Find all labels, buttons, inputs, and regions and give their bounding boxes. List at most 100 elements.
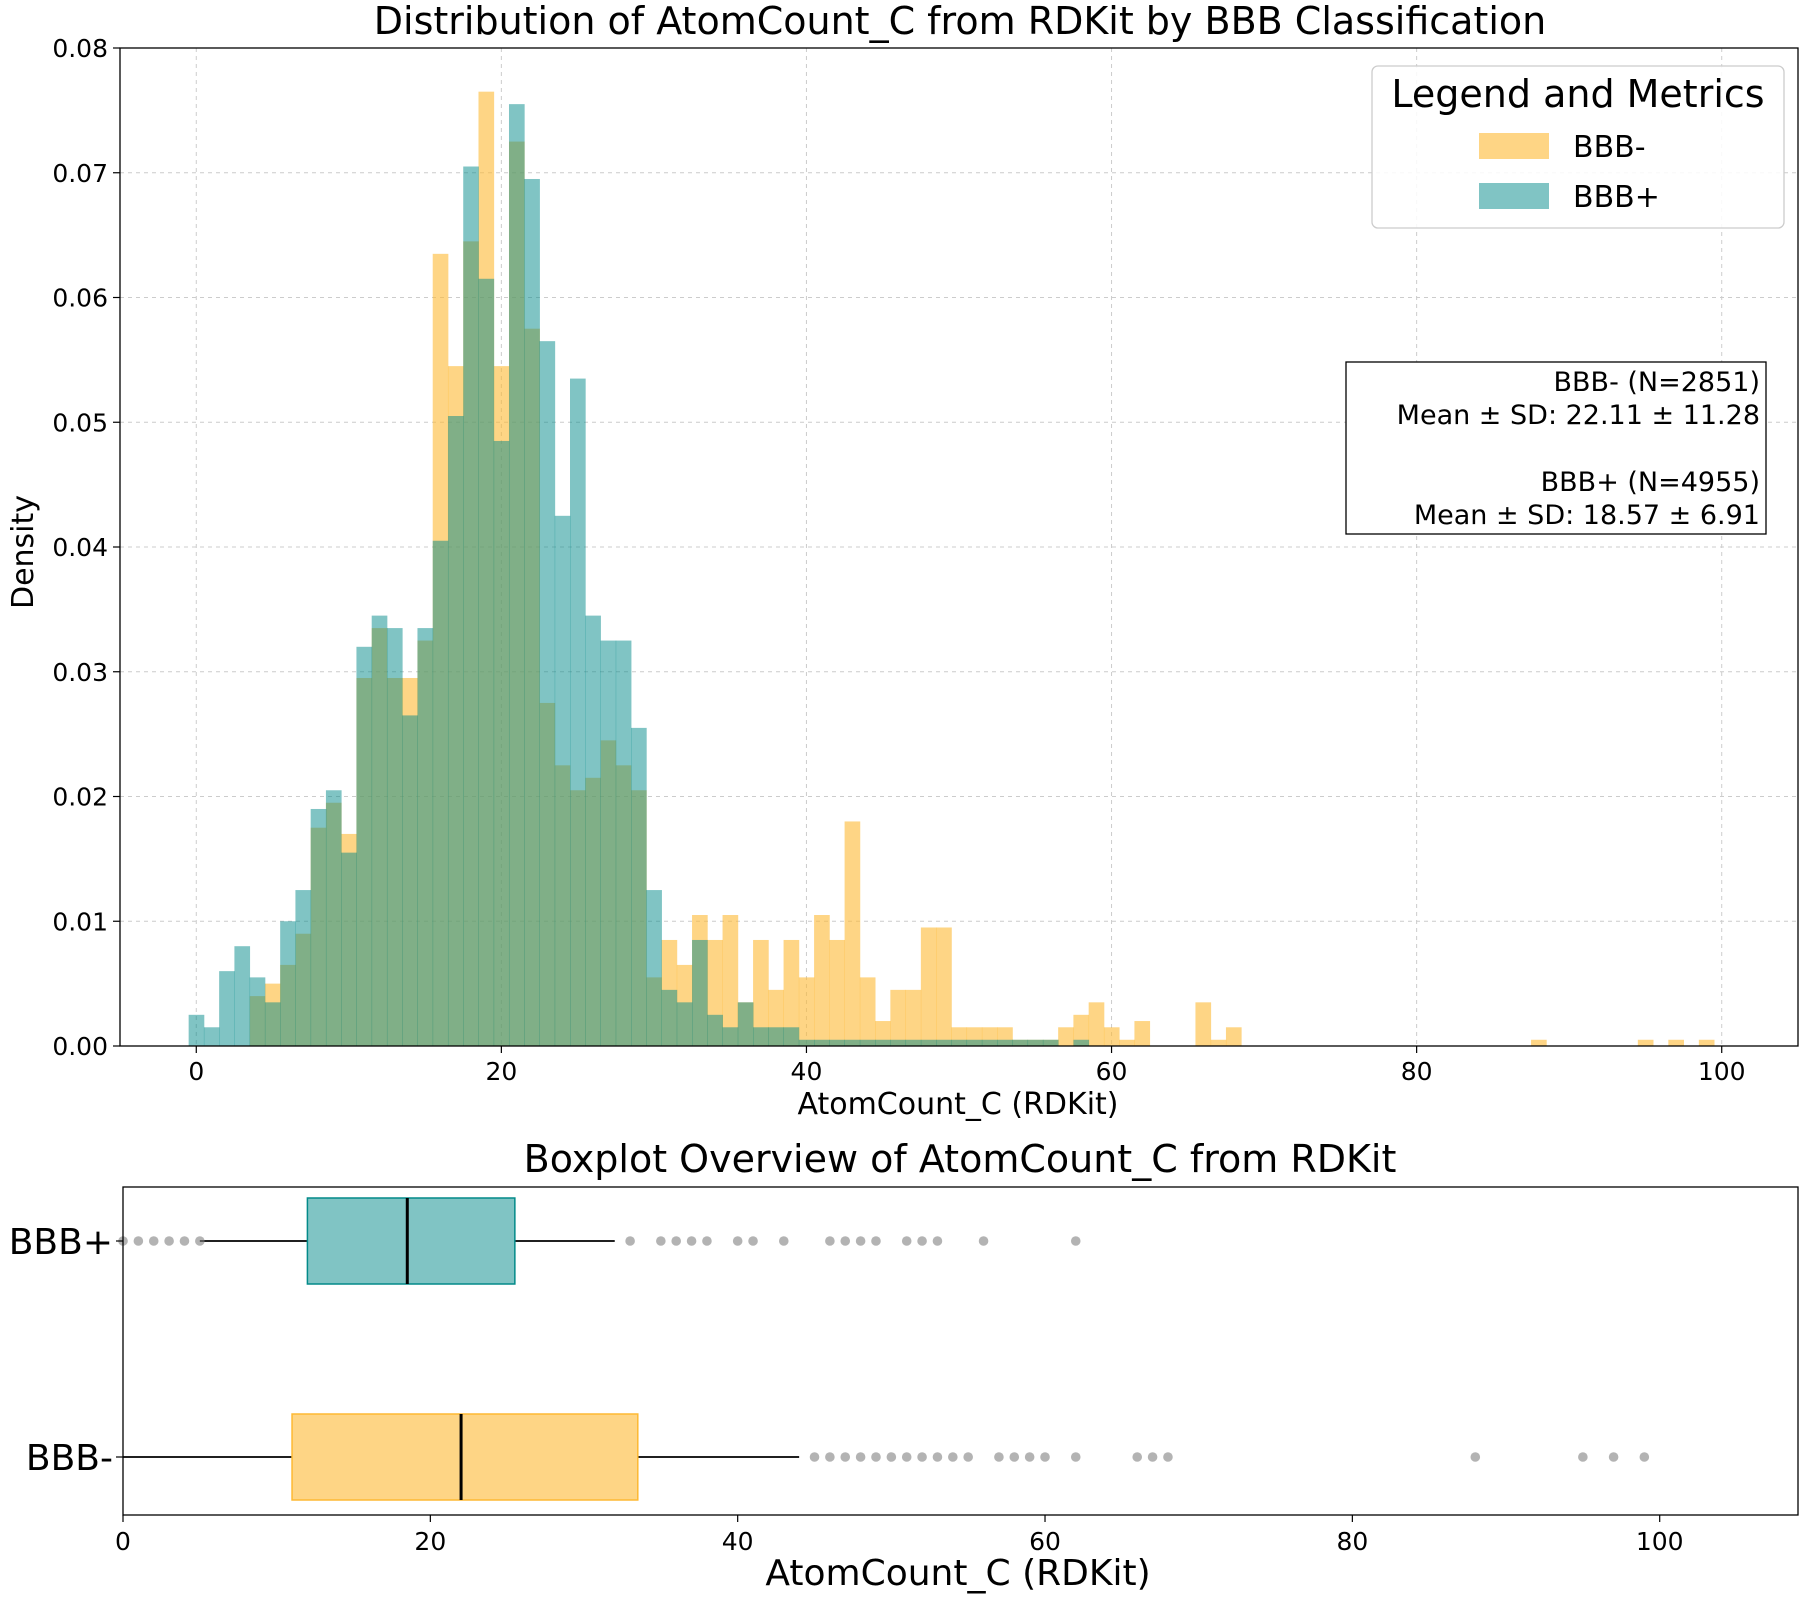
boxplot-outlier-bbb-pos-6 bbox=[625, 1236, 635, 1246]
boxplot-outlier-bbb-pos-1 bbox=[133, 1236, 144, 1246]
boxplot-outlier-bbb-neg-1 bbox=[825, 1452, 835, 1462]
histogram-bar-bbb-pos-13 bbox=[386, 628, 403, 1046]
boxplot-outlier-bbb-pos-8 bbox=[671, 1236, 682, 1246]
histogram-bar-bbb-pos-26 bbox=[585, 615, 601, 1046]
boxplot-outlier-bbb-neg-12 bbox=[1009, 1452, 1020, 1462]
histogram-bar-bbb-neg-35 bbox=[722, 915, 739, 1046]
histogram-bar-bbb-neg-44 bbox=[859, 977, 876, 1046]
histogram-bar-bbb-pos-4 bbox=[249, 977, 266, 1046]
histogram-bar-bbb-neg-47 bbox=[905, 989, 922, 1046]
histogram-bar-bbb-pos-38 bbox=[768, 1027, 784, 1046]
histogram-bar-bbb-neg-61 bbox=[1119, 1039, 1135, 1046]
boxplot-outlier-bbb-pos-20 bbox=[932, 1236, 943, 1246]
boxplot-outlier-bbb-pos-21 bbox=[978, 1236, 989, 1246]
boxplot-outlier-bbb-neg-7 bbox=[917, 1452, 927, 1462]
histogram-bar-bbb-pos-37 bbox=[753, 1027, 769, 1046]
histogram-bar-bbb-pos-5 bbox=[264, 1002, 281, 1046]
histogram-bar-bbb-pos-33 bbox=[692, 939, 708, 1046]
boxplot-outlier-bbb-neg-0 bbox=[809, 1452, 820, 1462]
histogram-bar-bbb-pos-43 bbox=[844, 1039, 861, 1046]
histogram-bar-bbb-neg-43 bbox=[844, 821, 861, 1046]
boxplot-outlier-bbb-neg-16 bbox=[1132, 1452, 1143, 1462]
boxplot-outlier-bbb-neg-22 bbox=[1639, 1452, 1650, 1462]
boxplot-outlier-bbb-neg-2 bbox=[840, 1452, 851, 1462]
histogram-y-ticks: 0.00 0.01 0.02 0.03 0.04 0.05 0.06 0.07 0.08 bbox=[52, 34, 120, 1061]
histogram-bar-bbb-pos-40 bbox=[798, 1039, 815, 1046]
boxplot-outlier-bbb-neg-14 bbox=[1040, 1452, 1050, 1462]
boxplot-outlier-bbb-pos-4 bbox=[179, 1236, 190, 1246]
boxplot-outlier-bbb-pos-19 bbox=[917, 1236, 927, 1246]
boxplot-category-label-1: BBB- bbox=[26, 1438, 113, 1479]
histogram-bar-bbb-neg-41 bbox=[814, 915, 830, 1046]
boxplot-outlier-bbb-pos-7 bbox=[656, 1236, 666, 1246]
histogram-bar-bbb-pos-0 bbox=[188, 1014, 205, 1046]
histogram-bar-bbb-pos-58 bbox=[1073, 1039, 1090, 1046]
histogram-y-tick-label-0: 0.00 bbox=[52, 1032, 108, 1061]
histogram-bar-bbb-pos-56 bbox=[1042, 1039, 1059, 1046]
histogram-bar-bbb-pos-45 bbox=[875, 1039, 891, 1046]
legend-label-bbb-pos: BBB+ bbox=[1573, 180, 1660, 215]
boxplot-outlier-bbb-pos-2 bbox=[148, 1236, 159, 1246]
boxplot-outlier-bbb-neg-11 bbox=[994, 1452, 1004, 1462]
histogram-x-tick-label-3: 60 bbox=[1096, 1057, 1128, 1086]
boxplot-outlier-bbb-pos-9 bbox=[686, 1236, 697, 1246]
boxplot-outlier-bbb-pos-17 bbox=[871, 1236, 881, 1246]
histogram-bar-bbb-pos-50 bbox=[951, 1039, 968, 1046]
boxplot-outlier-bbb-pos-13 bbox=[778, 1236, 789, 1246]
histogram-bar-bbb-pos-2 bbox=[219, 971, 235, 1046]
histogram-bar-bbb-neg-42 bbox=[829, 939, 845, 1046]
boxplot-box-bbb-neg bbox=[291, 1413, 639, 1501]
boxplot-outlier-bbb-pos-11 bbox=[732, 1236, 743, 1246]
boxplot-x-tick-label-2: 40 bbox=[722, 1527, 754, 1556]
histogram-bar-bbb-pos-32 bbox=[676, 1002, 693, 1046]
histogram-bar-bbb-pos-11 bbox=[356, 646, 373, 1046]
histogram-bar-bbb-pos-48 bbox=[920, 1039, 937, 1046]
boxplot-outlier-bbb-pos-15 bbox=[840, 1236, 851, 1246]
boxplot-box-bbb-pos bbox=[306, 1197, 516, 1285]
histogram-bar-bbb-pos-30 bbox=[646, 890, 662, 1046]
boxplot-outlier-bbb-neg-5 bbox=[886, 1452, 897, 1462]
histogram-bar-bbb-pos-1 bbox=[203, 1027, 220, 1046]
boxplot-content bbox=[118, 1197, 1650, 1501]
histogram-bar-bbb-neg-62 bbox=[1134, 1021, 1151, 1046]
histogram-bar-bbb-pos-15 bbox=[417, 628, 434, 1046]
histogram-bar-bbb-pos-28 bbox=[615, 640, 632, 1046]
histogram-bar-bbb-neg-46 bbox=[890, 989, 907, 1046]
histogram-bar-bbb-pos-51 bbox=[966, 1039, 983, 1046]
histogram-bar-bbb-neg-99 bbox=[1698, 1039, 1715, 1046]
stats-line-4: BBB+ (N=4955) bbox=[1541, 467, 1760, 498]
legend-box bbox=[1371, 65, 1785, 229]
stats-box-frame bbox=[1345, 361, 1767, 535]
histogram-bar-bbb-neg-88 bbox=[1531, 1039, 1547, 1046]
histogram-bar-bbb-pos-47 bbox=[905, 1039, 922, 1046]
histogram-bar-bbb-pos-10 bbox=[341, 852, 357, 1046]
histogram-y-tick-label-2: 0.02 bbox=[52, 783, 108, 812]
legend-title: Legend and Metrics bbox=[1391, 72, 1764, 116]
histogram-bar-bbb-neg-40 bbox=[798, 977, 815, 1046]
legend: Legend and Metrics BBB- BBB+ bbox=[1371, 65, 1785, 229]
boxplot-outlier-bbb-pos-5 bbox=[195, 1236, 205, 1246]
boxplot-x-label: AtomCount_C (RDKit) bbox=[765, 1553, 1150, 1594]
histogram-bar-bbb-pos-39 bbox=[783, 1027, 800, 1046]
histogram-bar-bbb-pos-23 bbox=[539, 341, 556, 1047]
stats-line-2: Mean ± SD: 22.11 ± 11.28 bbox=[1397, 400, 1760, 431]
histogram-bars-bbb-pos bbox=[188, 104, 1090, 1047]
histogram-y-tick-label-5: 0.05 bbox=[52, 408, 108, 437]
histogram-bar-bbb-pos-52 bbox=[981, 1039, 998, 1046]
histogram-bar-bbb-neg-67 bbox=[1210, 1039, 1227, 1046]
boxplot-outlier-bbb-pos-3 bbox=[164, 1236, 174, 1246]
histogram-y-label: Density bbox=[6, 495, 41, 609]
boxplot-x-tick-label-0: 0 bbox=[115, 1527, 131, 1556]
histogram-bar-bbb-neg-95 bbox=[1637, 1039, 1654, 1046]
histogram-bar-bbb-neg-57 bbox=[1058, 1027, 1074, 1046]
histogram-bar-bbb-pos-34 bbox=[707, 1014, 723, 1046]
boxplot-outlier-bbb-neg-21 bbox=[1608, 1452, 1619, 1462]
histogram-bar-bbb-neg-68 bbox=[1225, 1027, 1242, 1046]
boxplot-x-tick-label-1: 20 bbox=[414, 1527, 446, 1556]
boxplot-outlier-bbb-pos-10 bbox=[702, 1236, 712, 1246]
boxplot-outlier-bbb-neg-17 bbox=[1147, 1452, 1158, 1462]
histogram-y-tick-label-8: 0.08 bbox=[52, 34, 108, 63]
boxplot-outlier-bbb-neg-6 bbox=[901, 1452, 912, 1462]
histogram-title: Distribution of AtomCount_C from RDKit b… bbox=[374, 0, 1546, 43]
